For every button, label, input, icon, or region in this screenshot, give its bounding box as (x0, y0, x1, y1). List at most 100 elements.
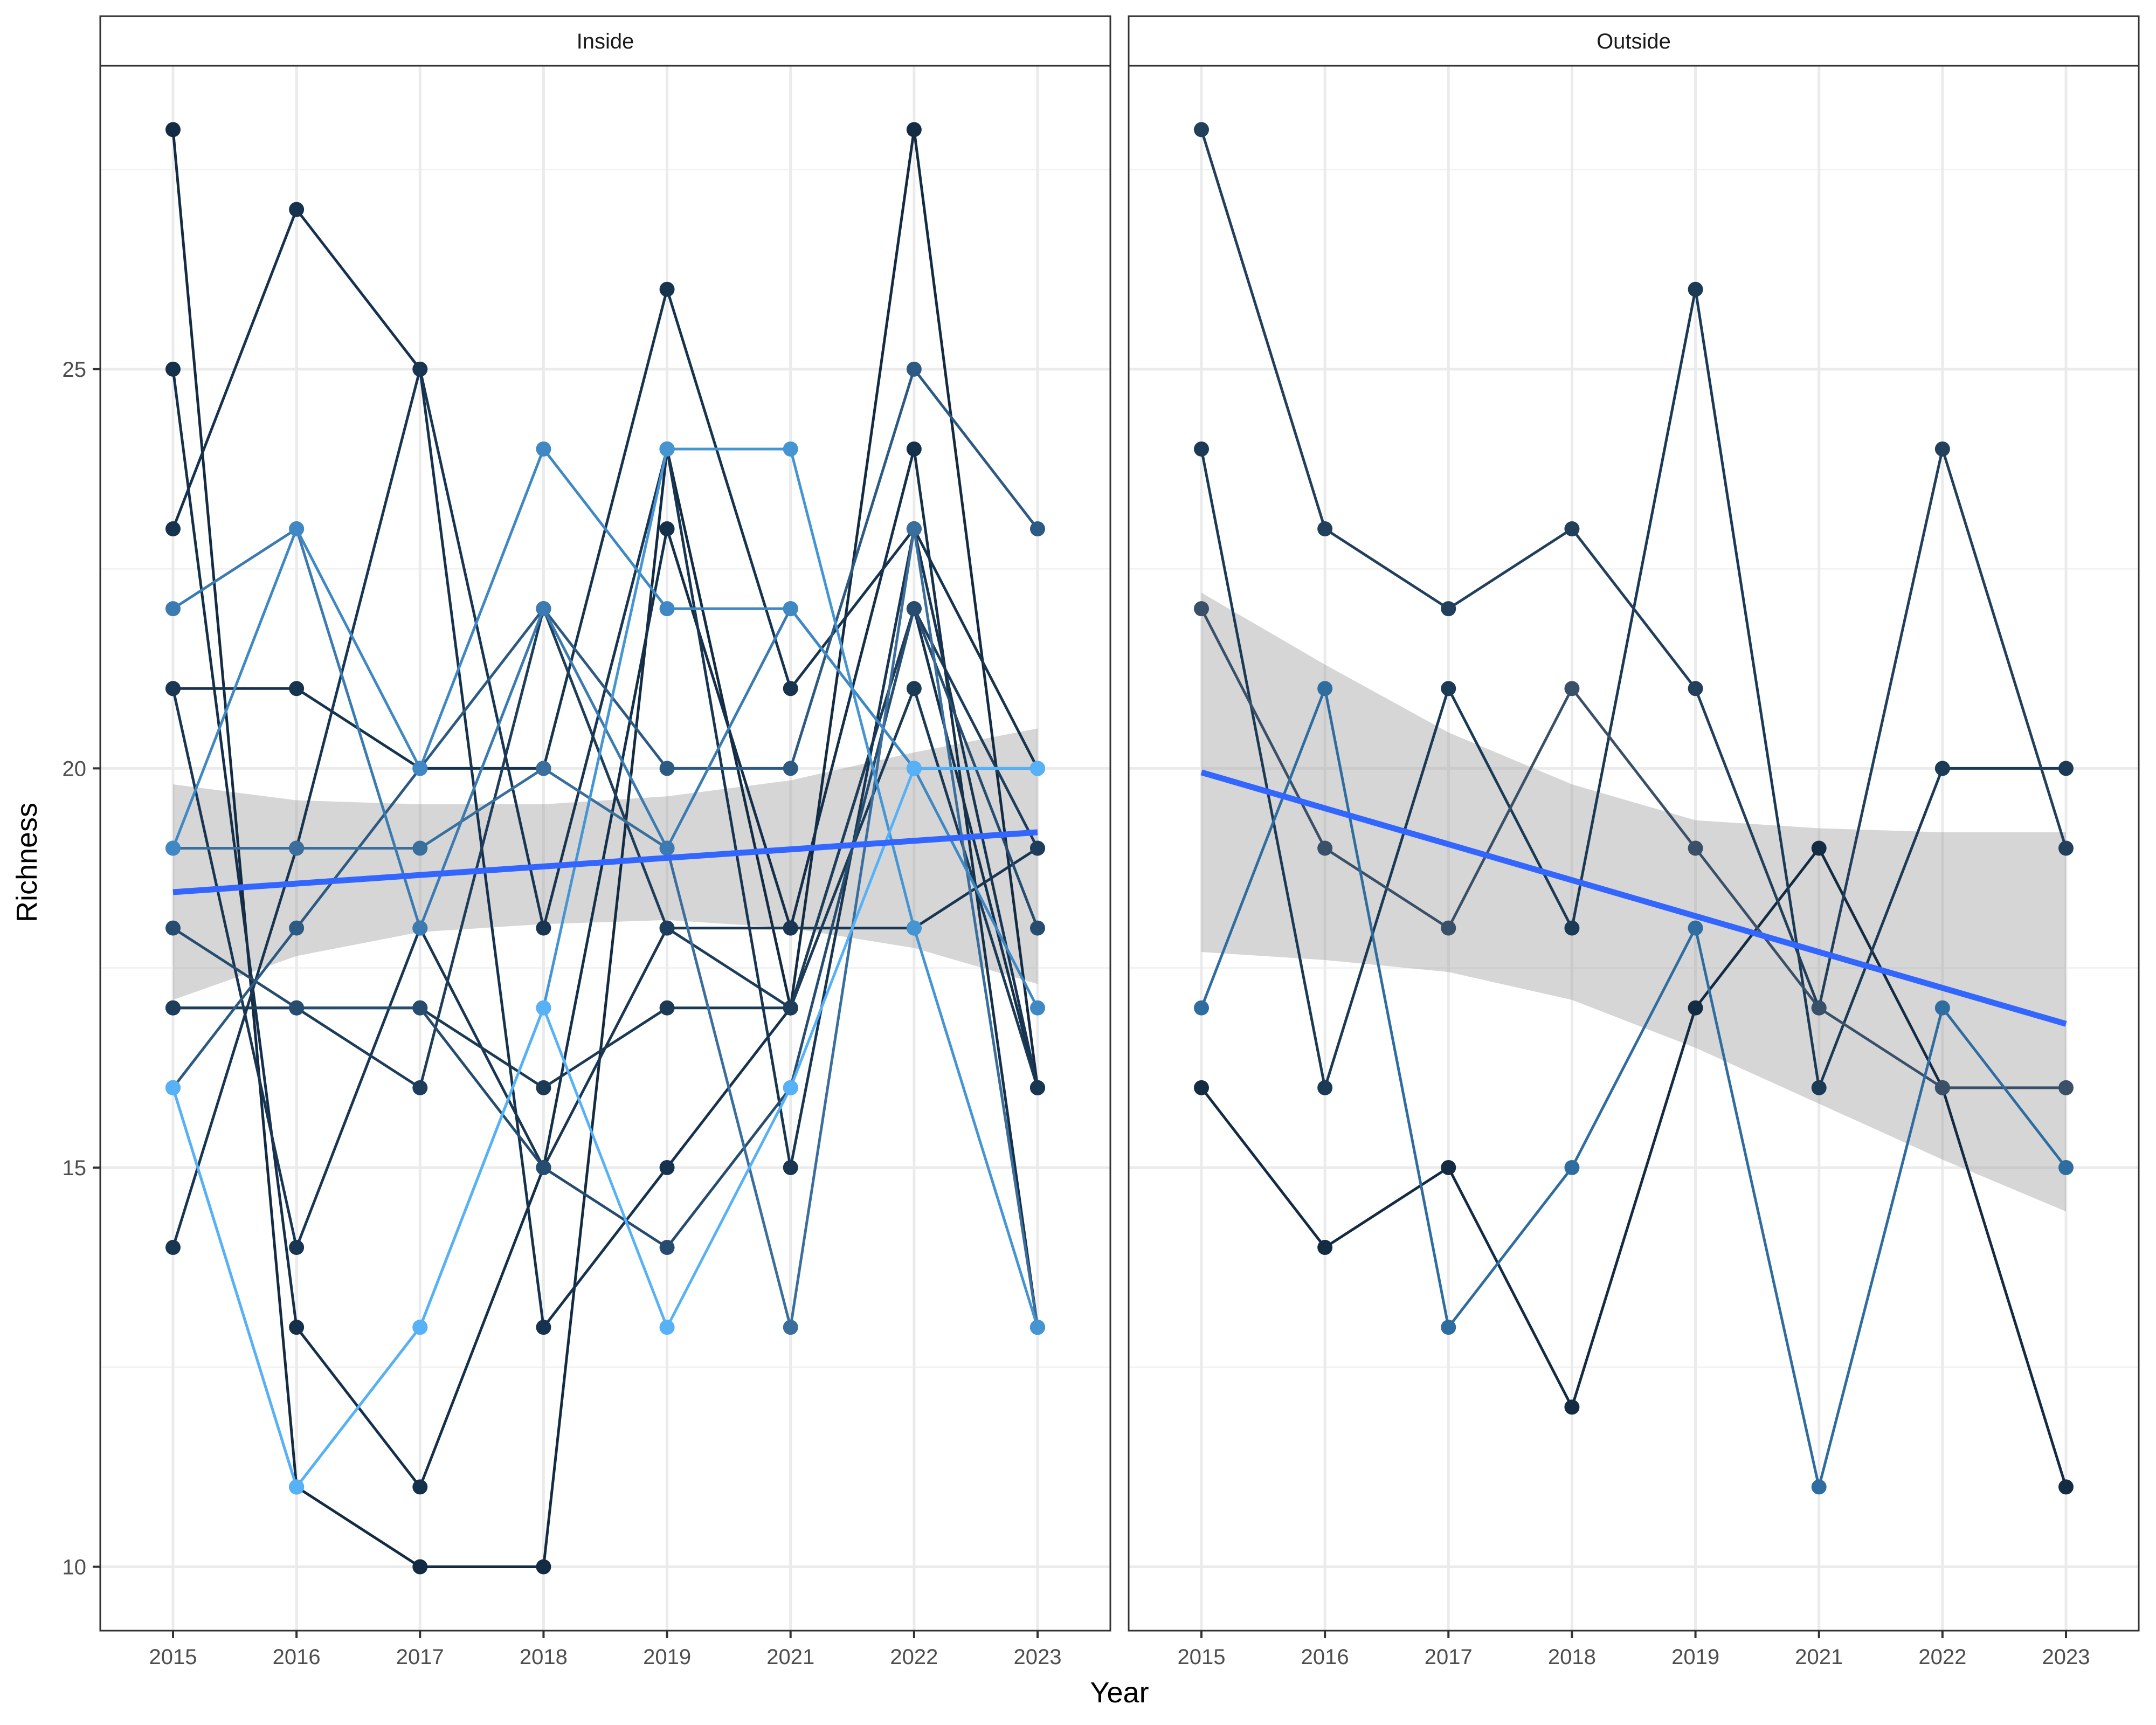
data-point (412, 1320, 428, 1335)
data-point (659, 521, 675, 537)
facet-strip (1128, 15, 2140, 67)
data-point (1030, 840, 1045, 856)
data-point (1688, 681, 1703, 696)
data-point (1688, 920, 1703, 936)
y-tick-label: 25 (63, 358, 87, 382)
y-tick-label: 15 (63, 1156, 87, 1180)
x-tick-label: 2018 (520, 1645, 568, 1669)
data-point (1317, 1240, 1333, 1255)
data-point (783, 1160, 798, 1175)
data-point (906, 761, 922, 776)
y-tick-label: 20 (63, 757, 87, 781)
confidence-band (1201, 592, 2066, 1212)
data-point (412, 920, 428, 936)
data-point (1030, 521, 1045, 537)
data-point (536, 1559, 551, 1575)
data-point (1194, 441, 1209, 457)
data-point (1934, 761, 1950, 776)
data-point (289, 521, 305, 537)
data-point (165, 840, 181, 856)
data-point (1564, 1399, 1580, 1415)
data-point (783, 761, 798, 776)
data-point (659, 441, 675, 457)
x-tick-label: 2015 (1178, 1645, 1226, 1669)
data-point (536, 1320, 551, 1335)
series-line (172, 368, 1039, 1089)
series-line (173, 527, 1039, 1329)
x-tick-label: 2019 (1671, 1645, 1719, 1669)
data-point (659, 761, 675, 776)
data-point (659, 920, 675, 936)
data-point (536, 1000, 551, 1016)
data-point (1317, 1080, 1333, 1095)
series-line (1200, 129, 2068, 1010)
data-point (783, 920, 798, 936)
data-point (1811, 1000, 1827, 1016)
data-point (165, 1240, 181, 1255)
data-point (1317, 840, 1333, 856)
series-line (172, 607, 1039, 1249)
x-tick-label: 2022 (1918, 1645, 1966, 1669)
data-point (1194, 1000, 1209, 1016)
data-point (659, 1320, 675, 1335)
data-point (536, 441, 551, 457)
x-tick-label: 2019 (643, 1645, 691, 1669)
data-point (536, 761, 551, 776)
y-tick-label: 10 (63, 1556, 87, 1579)
y-axis-title: Richness (11, 803, 43, 922)
facet-strip-label: Outside (1597, 30, 1671, 53)
x-tick-label: 2021 (766, 1645, 814, 1669)
data-point (783, 681, 798, 696)
panel-outside: Outside 2015 2016 2017 2018 2019 2021 2022 2023 (1128, 15, 2140, 1669)
data-point (2058, 1080, 2074, 1095)
data-point (906, 441, 922, 457)
data-point (2058, 840, 2074, 856)
data-point (165, 521, 181, 537)
data-point (1441, 681, 1456, 696)
data-point (289, 1320, 305, 1335)
facet-strip (99, 15, 1111, 67)
data-point (536, 601, 551, 617)
data-point (1564, 521, 1580, 537)
data-point (1194, 601, 1209, 617)
x-tick-label: 2016 (1301, 1645, 1349, 1669)
data-point (165, 1000, 181, 1016)
data-point (659, 281, 675, 297)
data-point (783, 601, 798, 617)
data-point (412, 361, 428, 377)
data-point (1934, 441, 1950, 457)
series-line (1200, 847, 2068, 1488)
data-point (906, 521, 922, 537)
data-point (1811, 1080, 1827, 1095)
data-point (2058, 1479, 2074, 1495)
data-point (289, 840, 305, 856)
x-tick-label: 2015 (149, 1645, 197, 1669)
data-point (1030, 1080, 1045, 1095)
data-point (1030, 920, 1045, 936)
data-point (1688, 840, 1703, 856)
data-point (2058, 1160, 2074, 1175)
data-point (783, 1080, 798, 1095)
data-point (412, 1000, 428, 1016)
x-tick-label: 2017 (396, 1645, 444, 1669)
data-point (536, 1160, 551, 1175)
data-point (1030, 1000, 1045, 1016)
data-point (165, 681, 181, 696)
data-point (659, 1160, 675, 1175)
data-point (1564, 1160, 1580, 1175)
data-point (165, 122, 181, 137)
data-point (1564, 681, 1580, 696)
x-tick-label: 2022 (890, 1645, 938, 1669)
x-tick-label: 2018 (1548, 1645, 1596, 1669)
data-point (906, 601, 922, 617)
data-point (1441, 601, 1456, 617)
series-line (1200, 687, 2067, 1488)
data-point (906, 681, 922, 696)
data-point (289, 1479, 305, 1495)
x-axis-title: Year (1090, 1676, 1149, 1709)
series-line (171, 369, 1039, 1488)
data-point (1811, 1479, 1827, 1495)
series-line (1200, 608, 2066, 1089)
